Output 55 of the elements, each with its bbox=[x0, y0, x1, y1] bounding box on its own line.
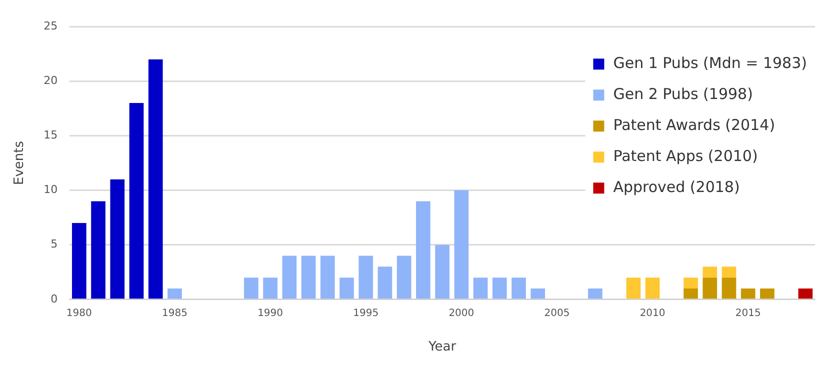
bar bbox=[396, 256, 412, 299]
bar bbox=[358, 256, 374, 299]
bar bbox=[282, 256, 297, 299]
x-tick-label: 2000 bbox=[448, 308, 474, 319]
x-tick-label: 2010 bbox=[640, 308, 666, 319]
x-tick-label: 1990 bbox=[258, 308, 284, 319]
bar bbox=[473, 278, 488, 299]
y-tick-label: 20 bbox=[44, 74, 58, 88]
bar bbox=[702, 266, 718, 278]
bar bbox=[684, 288, 698, 299]
bar bbox=[492, 278, 507, 299]
bar bbox=[340, 278, 354, 299]
y-tick-label: 15 bbox=[44, 128, 58, 142]
bar bbox=[702, 278, 718, 299]
bar bbox=[435, 244, 450, 299]
bar bbox=[378, 266, 392, 299]
legend-label: Approved (2018) bbox=[613, 178, 740, 196]
legend-label: Patent Awards (2014) bbox=[613, 116, 776, 134]
y-tick-label: 5 bbox=[50, 238, 58, 251]
bar bbox=[684, 278, 698, 288]
bar bbox=[722, 278, 736, 299]
bar bbox=[148, 59, 163, 299]
x-tick-label: 1985 bbox=[162, 308, 188, 319]
y-tick-label: 0 bbox=[50, 292, 58, 306]
bar bbox=[301, 256, 316, 299]
legend-label: Gen 1 Pubs (Mdn = 1983) bbox=[613, 54, 808, 72]
x-tick-label: 1980 bbox=[66, 308, 92, 319]
x-tick-label: 1995 bbox=[353, 308, 379, 319]
bar bbox=[91, 201, 106, 299]
bar bbox=[530, 288, 546, 299]
bar bbox=[740, 288, 756, 299]
bar bbox=[645, 278, 660, 299]
bar bbox=[798, 288, 813, 299]
bar bbox=[244, 278, 258, 299]
x-tick-label: 2015 bbox=[735, 308, 761, 319]
bar bbox=[72, 223, 86, 299]
bar bbox=[320, 256, 335, 299]
bar bbox=[129, 102, 144, 299]
y-axis-title: Events bbox=[12, 140, 28, 186]
bar bbox=[168, 288, 182, 299]
bar bbox=[722, 266, 736, 278]
y-tick-label: 25 bbox=[44, 19, 58, 32]
bar bbox=[454, 190, 469, 299]
y-tick-label: 10 bbox=[44, 183, 58, 196]
bar bbox=[110, 179, 125, 299]
bar bbox=[760, 288, 774, 299]
legend-label: Patent Apps (2010) bbox=[613, 146, 758, 165]
bar bbox=[626, 278, 641, 299]
bar bbox=[416, 201, 430, 299]
bar bbox=[263, 278, 278, 299]
x-tick-label: 2005 bbox=[544, 308, 570, 319]
bar bbox=[512, 278, 526, 299]
x-axis-title: Year bbox=[428, 340, 457, 355]
bar bbox=[588, 288, 602, 299]
legend-label: Gen 2 Pubs (1998) bbox=[613, 84, 753, 103]
